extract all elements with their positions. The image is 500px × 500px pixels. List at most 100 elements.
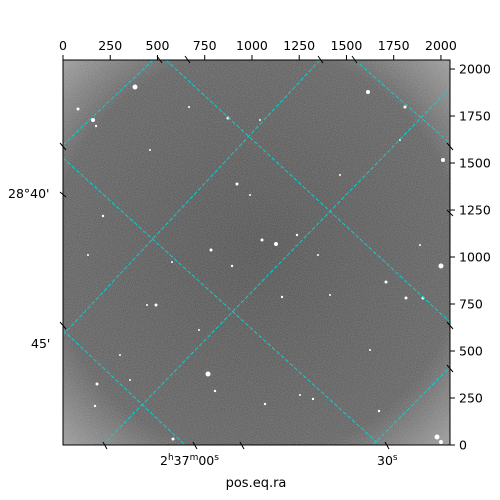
star bbox=[311, 397, 315, 401]
star bbox=[419, 244, 421, 246]
grid-line bbox=[165, 60, 450, 323]
star bbox=[439, 440, 443, 444]
right-tick-label: 1250 bbox=[459, 203, 491, 218]
star bbox=[377, 409, 381, 413]
grid-line bbox=[102, 87, 450, 445]
right-world-ticks bbox=[446, 142, 454, 373]
right-tick-label: 0 bbox=[459, 438, 467, 453]
star bbox=[154, 303, 158, 307]
star bbox=[403, 105, 407, 109]
star bbox=[205, 371, 211, 377]
right-tick-label: 750 bbox=[459, 297, 483, 312]
top-axis: 0 250 500 750 1000 1250 1500 1750 2000 bbox=[59, 38, 457, 60]
grid-line bbox=[63, 329, 186, 445]
star bbox=[280, 295, 284, 299]
top-tick-label: 1250 bbox=[283, 38, 315, 53]
star bbox=[404, 296, 408, 300]
star bbox=[76, 107, 80, 111]
top-tick-label: 500 bbox=[146, 38, 170, 53]
grid-line bbox=[63, 157, 381, 445]
star bbox=[129, 379, 131, 381]
star bbox=[384, 280, 388, 284]
top-world-tick bbox=[351, 55, 358, 64]
ra-label-2: 30s bbox=[377, 453, 398, 468]
bottom-world-tick bbox=[192, 441, 198, 450]
star bbox=[438, 263, 444, 269]
top-world-tick bbox=[184, 55, 191, 64]
plot-frame bbox=[62, 59, 451, 446]
bottom-world-ticks bbox=[102, 441, 390, 450]
left-world-ticks bbox=[59, 142, 67, 330]
star bbox=[132, 84, 138, 90]
star bbox=[87, 254, 89, 256]
left-world-tick bbox=[59, 321, 67, 330]
top-tick-label: 0 bbox=[59, 38, 67, 53]
top-tick-label: 750 bbox=[193, 38, 217, 53]
star bbox=[274, 242, 278, 246]
bottom-world-tick bbox=[102, 441, 108, 450]
star bbox=[119, 354, 121, 356]
top-tick-label: 250 bbox=[98, 38, 122, 53]
right-tick-label: 500 bbox=[459, 344, 483, 359]
bottom-world-tick bbox=[239, 441, 245, 450]
star bbox=[366, 90, 370, 94]
star bbox=[249, 194, 251, 196]
top-tick-label: 1000 bbox=[236, 38, 268, 53]
right-tick-label: 1500 bbox=[459, 156, 491, 171]
right-tick-label: 2000 bbox=[459, 62, 491, 77]
image-noise bbox=[63, 60, 450, 445]
top-tick-label: 1500 bbox=[331, 38, 363, 53]
grid-line bbox=[372, 366, 450, 445]
star bbox=[171, 437, 175, 441]
star bbox=[94, 124, 98, 128]
top-world-tick bbox=[156, 55, 163, 64]
star bbox=[295, 233, 299, 237]
bottom-world-tick bbox=[384, 441, 390, 450]
right-world-tick bbox=[446, 321, 454, 330]
star bbox=[235, 182, 239, 186]
top-tick-label: 1750 bbox=[378, 38, 410, 53]
right-tick-label: 1000 bbox=[459, 250, 491, 265]
right-tick-label: 1750 bbox=[459, 109, 491, 124]
dec-label-1: 28°40' bbox=[8, 186, 50, 201]
star bbox=[441, 158, 445, 162]
star bbox=[434, 434, 440, 440]
coordinate-grid bbox=[63, 60, 450, 445]
star bbox=[329, 294, 331, 296]
left-world-tick bbox=[59, 191, 67, 198]
right-world-tick bbox=[446, 364, 454, 373]
right-world-tick bbox=[446, 142, 454, 151]
star bbox=[263, 402, 267, 406]
star bbox=[93, 404, 97, 408]
star bbox=[95, 382, 99, 386]
star bbox=[198, 329, 200, 331]
left-world-tick bbox=[59, 142, 67, 151]
top-world-tick bbox=[317, 55, 324, 64]
sky-image bbox=[63, 60, 450, 445]
star bbox=[299, 394, 301, 396]
star bbox=[171, 261, 173, 263]
star bbox=[369, 349, 371, 351]
star bbox=[101, 214, 105, 218]
star bbox=[91, 118, 95, 122]
star bbox=[317, 254, 319, 256]
ra-label-1: 2h37m00s bbox=[160, 453, 219, 468]
star bbox=[230, 264, 234, 268]
grid-line bbox=[63, 60, 154, 146]
star bbox=[146, 304, 148, 306]
top-tick-label: 2000 bbox=[425, 38, 457, 53]
dec-label-2: 45' bbox=[31, 336, 50, 351]
right-tick-label: 250 bbox=[459, 391, 483, 406]
top-world-ticks bbox=[156, 55, 358, 64]
grid-line bbox=[63, 60, 321, 336]
star bbox=[339, 174, 341, 176]
star bbox=[188, 106, 190, 108]
star bbox=[209, 248, 213, 252]
right-axis: 0 250 500 750 1000 1250 1500 1750 2000 bbox=[450, 62, 491, 453]
star bbox=[259, 119, 261, 121]
grid-line bbox=[354, 60, 450, 144]
star bbox=[213, 389, 217, 393]
x-axis-title: pos.eq.ra bbox=[226, 476, 287, 491]
star bbox=[149, 149, 151, 151]
